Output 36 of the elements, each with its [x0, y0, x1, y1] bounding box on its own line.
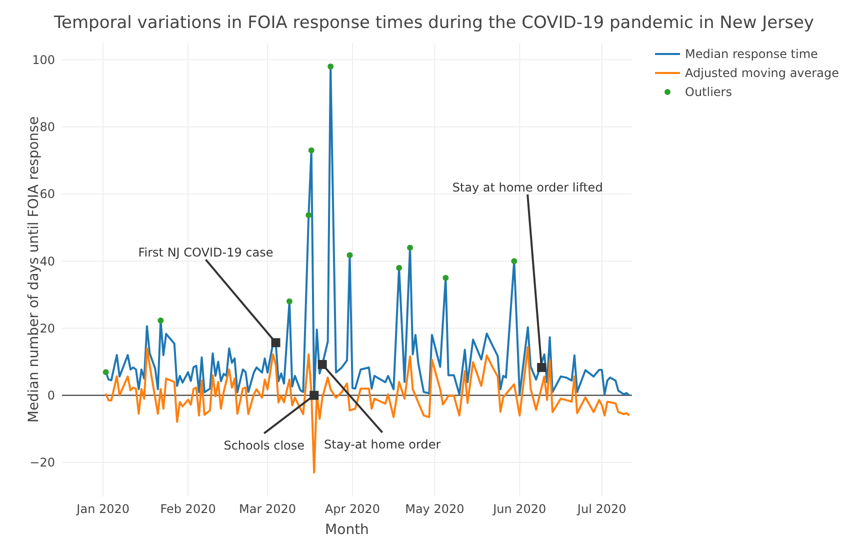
y-tick-label: 40	[40, 254, 55, 268]
x-tick-label: Jul 2020	[576, 502, 626, 516]
point	[102, 369, 109, 376]
point	[407, 244, 414, 251]
point	[308, 147, 314, 154]
annotation: Stay at home order lifted	[452, 180, 603, 194]
point	[346, 252, 353, 258]
y-axis-title: Median number of days until FOIA response	[26, 116, 42, 423]
point	[306, 212, 312, 218]
legend-label: Median response time	[685, 47, 818, 62]
point	[328, 63, 334, 70]
annotation: Schools close	[224, 438, 305, 452]
legend-label: Outliers	[685, 85, 732, 100]
y-tick-label: 100	[32, 52, 55, 67]
x-tick-label: Jan 2020	[76, 502, 130, 516]
annotation: Stay-at home order	[324, 437, 441, 452]
line-series	[104, 346, 630, 474]
point	[396, 264, 402, 271]
x-axis-title: Month	[325, 522, 369, 538]
point	[286, 298, 292, 304]
y-tick-label: 80	[40, 120, 55, 134]
y-tick-label: −20	[30, 456, 55, 470]
y-tick-label: 0	[47, 388, 55, 403]
legend-label: Adjusted moving average	[685, 66, 839, 80]
y-tick-label: 20	[40, 321, 55, 336]
x-tick-label: Mar 2020	[239, 502, 296, 516]
annotation: First NJ COVID-19 case	[138, 246, 274, 260]
x-tick-label: Apr 2020	[324, 502, 380, 516]
point	[158, 318, 164, 324]
x-tick-label: May 2020	[405, 502, 464, 516]
chart-title: Temporal variations in FOIA response times during the COVID-19 pandemic in New Jersey	[53, 13, 814, 33]
point	[511, 258, 518, 264]
x-tick-label: Jun 2020	[492, 502, 546, 516]
point	[442, 274, 449, 281]
x-tick-label: Feb 2020	[160, 502, 216, 516]
y-tick-label: 60	[40, 187, 55, 202]
